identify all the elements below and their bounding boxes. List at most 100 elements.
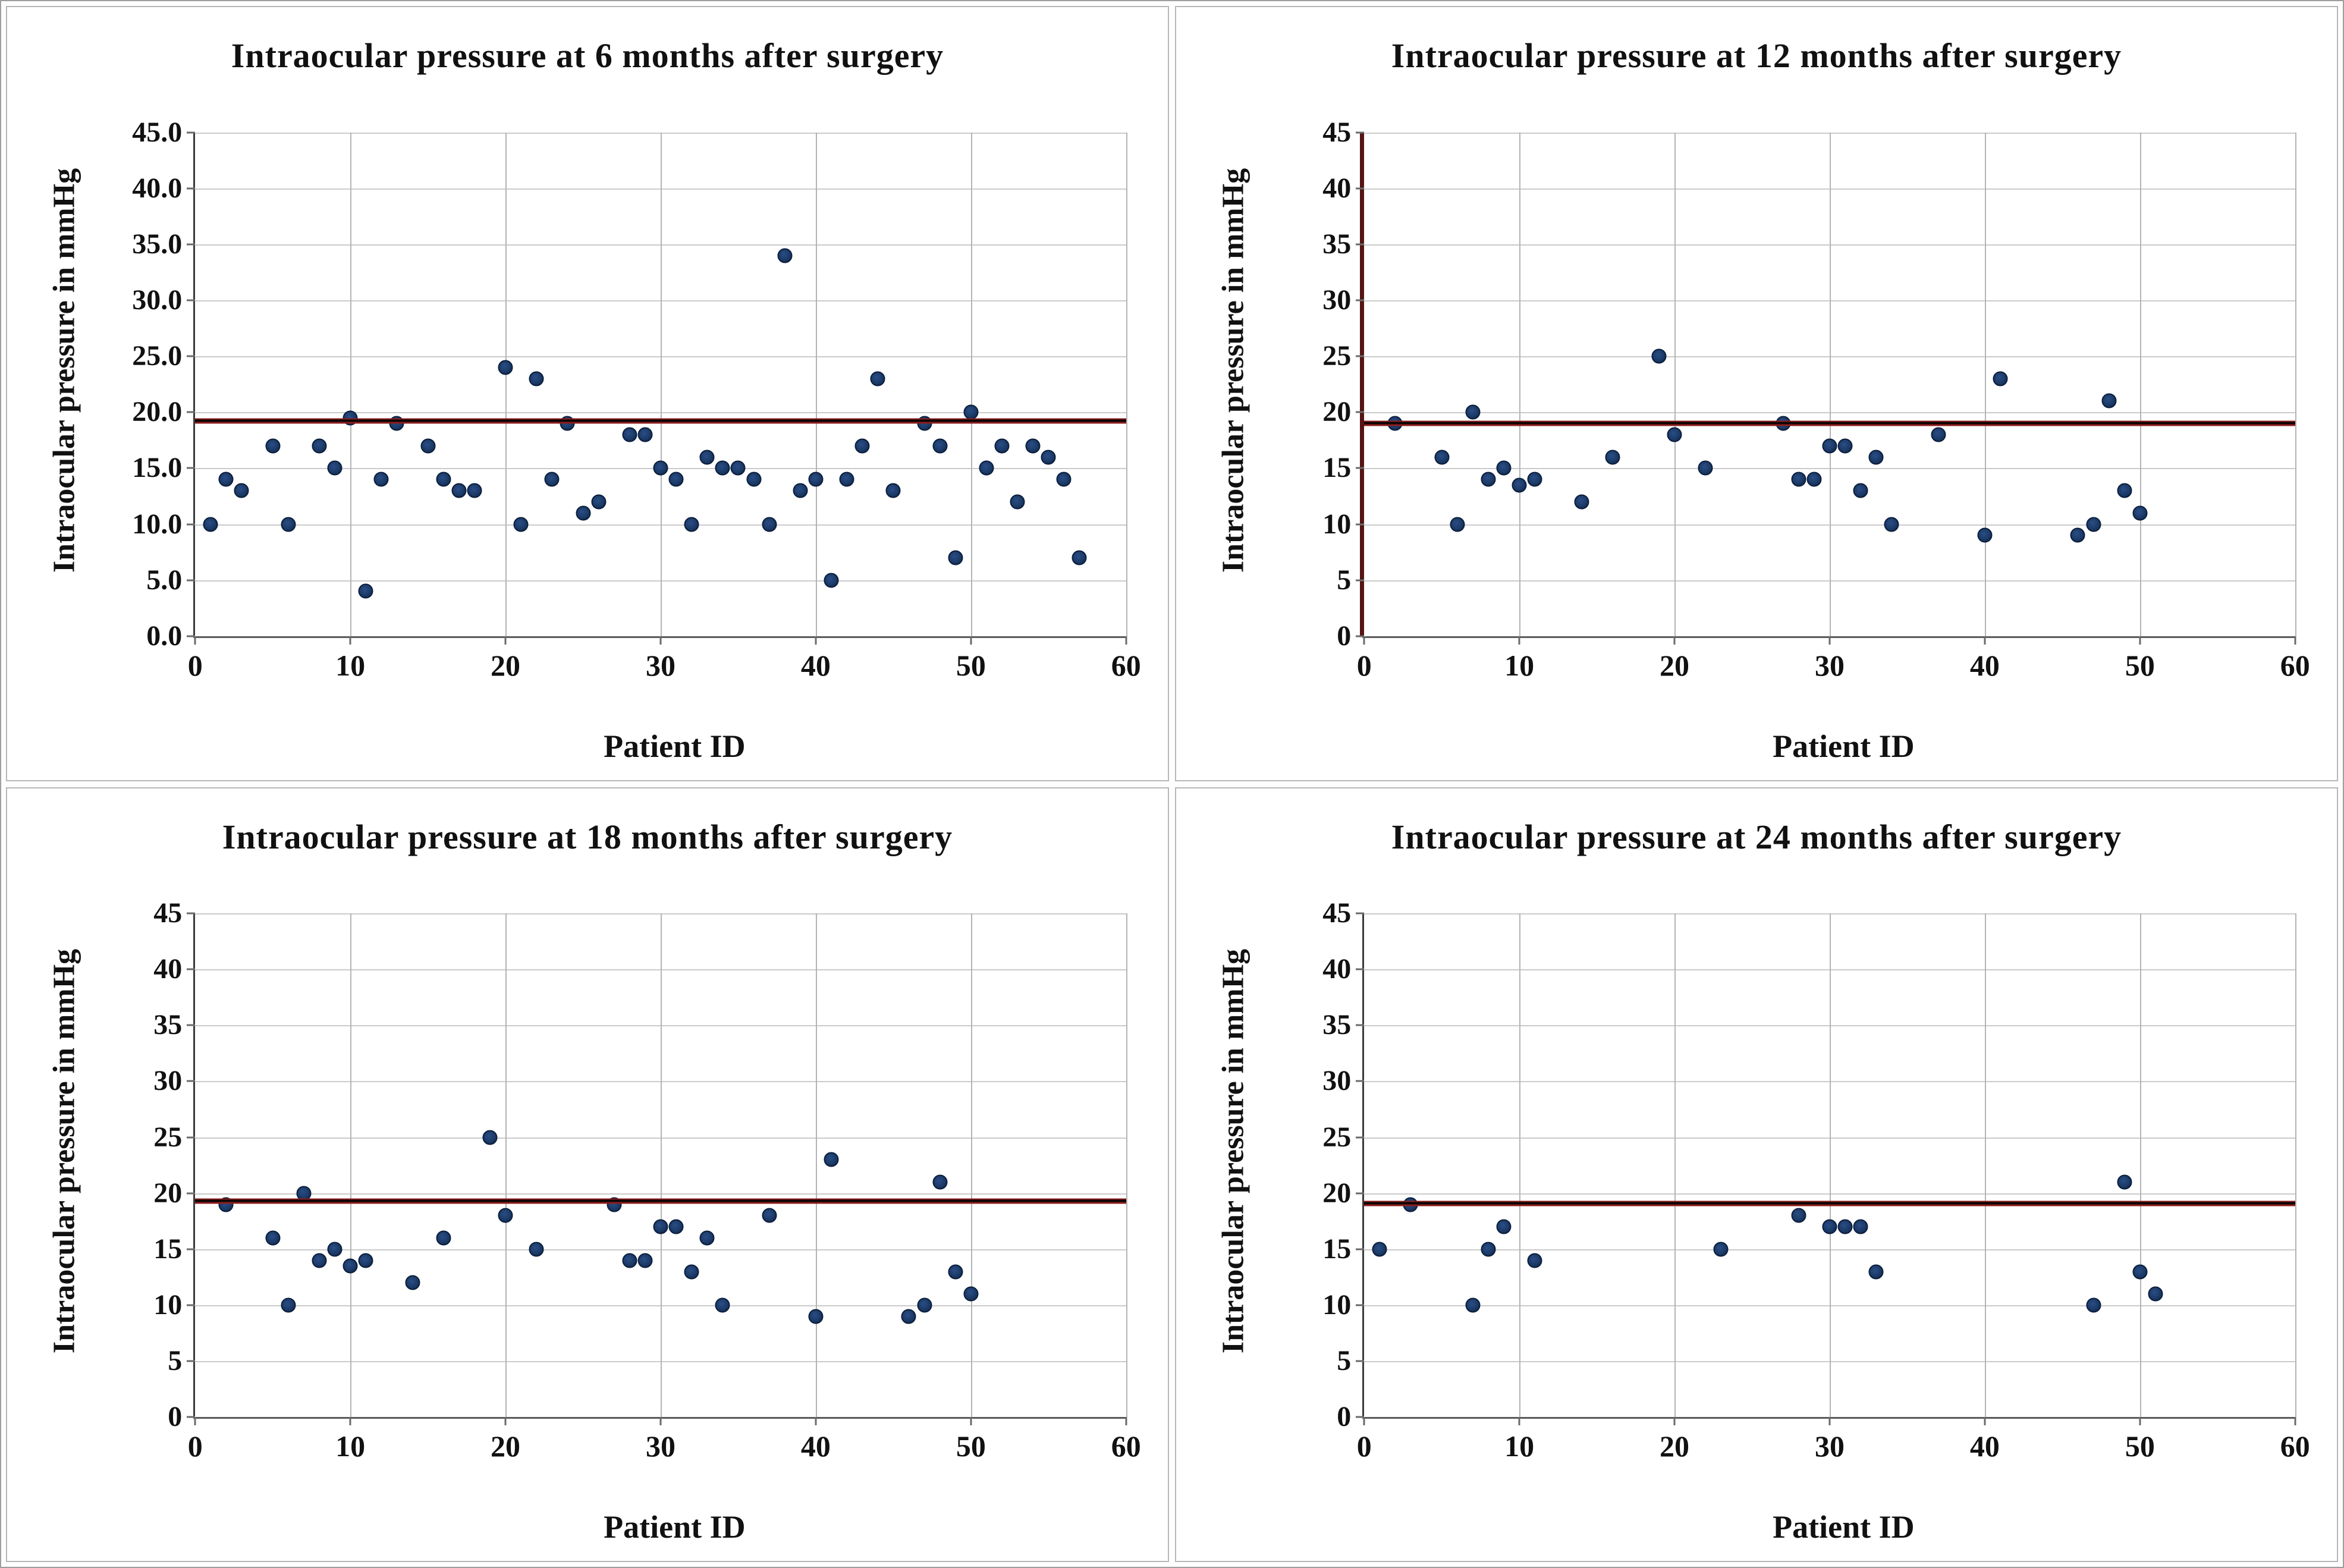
data-point — [358, 583, 373, 599]
plot-area: 45.0 40.0 35.0 30.0 25.0 20.0 15.0 10.0 5.0 0.0 0 1… — [132, 118, 1141, 680]
y-tick-mark — [187, 968, 196, 970]
vertical-gridline — [815, 132, 817, 636]
y-tick-label: 20 — [1322, 396, 1352, 428]
y-tick-label: 30.0 — [132, 284, 183, 316]
plot-area: 45 40 35 30 25 20 15 10 5 0 0 10 20 30 40 50 60 — [153, 899, 1141, 1462]
data-point — [265, 1230, 281, 1246]
y-tick-label: 5.0 — [146, 564, 183, 596]
chart-panel-6-months: Intraocular pressure at 6 months after s… — [6, 6, 1169, 781]
y-tick-mark — [187, 1416, 196, 1418]
y-tick-mark — [1356, 187, 1365, 190]
x-tick-mark — [1828, 1417, 1831, 1426]
vertical-gridline — [1984, 913, 1986, 1418]
data-point — [467, 483, 482, 498]
data-point — [637, 1253, 653, 1268]
reference-line — [195, 1198, 1126, 1204]
data-point — [513, 517, 529, 532]
x-tick-mark — [504, 636, 507, 645]
y-tick-label: 25.0 — [132, 340, 183, 372]
vertical-gridline — [505, 913, 507, 1418]
data-point — [2070, 527, 2085, 543]
x-tick-mark — [2294, 636, 2296, 645]
data-point — [793, 483, 808, 498]
y-tick-label: 30 — [1322, 284, 1352, 316]
y-tick-label: 5 — [1337, 1345, 1352, 1377]
y-tick-mark — [1356, 635, 1365, 637]
data-point — [2101, 393, 2117, 409]
x-tick-label: 40 — [800, 648, 831, 682]
vertical-gridline — [660, 132, 662, 636]
y-tick-label: 0 — [1337, 620, 1352, 652]
data-point — [668, 472, 684, 487]
data-point — [684, 517, 699, 532]
x-tick-label: 60 — [2280, 1429, 2310, 1463]
data-point — [2086, 517, 2101, 532]
x-tick-mark — [1125, 636, 1127, 645]
data-point — [746, 472, 762, 487]
y-tick-mark — [1356, 355, 1365, 357]
data-point — [854, 438, 870, 454]
y-tick-mark — [1356, 299, 1365, 301]
plot-area: 45 40 35 30 25 20 15 10 5 0 0 10 20 30 40 50 60 — [1322, 899, 2310, 1462]
y-tick-mark — [1356, 1304, 1365, 1306]
data-point — [1822, 438, 1837, 454]
reference-line — [195, 418, 1126, 424]
y-tick-mark — [187, 187, 196, 190]
data-point — [576, 505, 591, 521]
chart-title: Intraocular pressure at 24 months after … — [1391, 817, 2122, 856]
y-axis-line — [1360, 132, 1365, 636]
y-tick-label: 5 — [168, 1345, 183, 1377]
x-tick-mark — [349, 636, 351, 645]
y-tick-mark — [1356, 1136, 1365, 1139]
data-point — [2148, 1286, 2163, 1302]
y-tick-label: 35.0 — [132, 228, 183, 260]
x-tick-mark — [194, 636, 196, 645]
y-tick-mark — [187, 1360, 196, 1362]
x-tick-label: 50 — [2125, 1429, 2155, 1463]
y-tick-mark — [187, 1136, 196, 1139]
data-point — [281, 517, 296, 532]
data-point — [762, 1208, 777, 1223]
x-tick-label: 30 — [645, 1429, 675, 1463]
y-tick-label: 0 — [168, 1401, 183, 1433]
x-tick-label: 20 — [1660, 648, 1690, 682]
x-tick-label: 0 — [187, 1429, 203, 1463]
data-point — [839, 472, 854, 487]
x-tick-mark — [1518, 1417, 1520, 1426]
data-point — [653, 1219, 668, 1234]
data-point — [1465, 1297, 1481, 1313]
data-point — [1837, 438, 1853, 454]
reference-line — [1364, 1201, 2295, 1206]
y-tick-label: 25 — [153, 1121, 183, 1153]
y-tick-mark — [187, 1192, 196, 1195]
data-point — [762, 517, 777, 532]
y-tick-label: 45 — [1322, 116, 1352, 148]
data-point — [1527, 472, 1542, 487]
reference-line-core — [195, 419, 1126, 422]
data-point — [1853, 1219, 1868, 1234]
y-tick-label: 15 — [153, 1233, 183, 1265]
x-tick-mark — [349, 1417, 351, 1426]
x-axis-title: Patient ID — [604, 728, 746, 764]
x-tick-label: 10 — [335, 648, 366, 682]
x-tick-label: 40 — [800, 1429, 831, 1463]
data-point — [1853, 483, 1868, 498]
x-axis-title: Patient ID — [1773, 728, 1915, 764]
data-point — [1025, 438, 1041, 454]
y-tick-label: 30 — [153, 1065, 183, 1097]
data-point — [1698, 460, 1713, 476]
x-tick-label: 10 — [1504, 648, 1535, 682]
y-tick-mark — [187, 1248, 196, 1250]
vertical-gridline — [970, 913, 972, 1418]
data-point — [715, 460, 730, 476]
y-tick-label: 45.0 — [132, 116, 183, 148]
data-point — [203, 517, 218, 532]
data-point — [2086, 1297, 2101, 1313]
data-point — [808, 1309, 824, 1324]
data-point — [1868, 1264, 1884, 1280]
data-point — [405, 1275, 420, 1290]
vertical-gridline — [1984, 132, 1986, 636]
vertical-gridline — [1674, 913, 1676, 1418]
y-tick-mark — [187, 1080, 196, 1082]
